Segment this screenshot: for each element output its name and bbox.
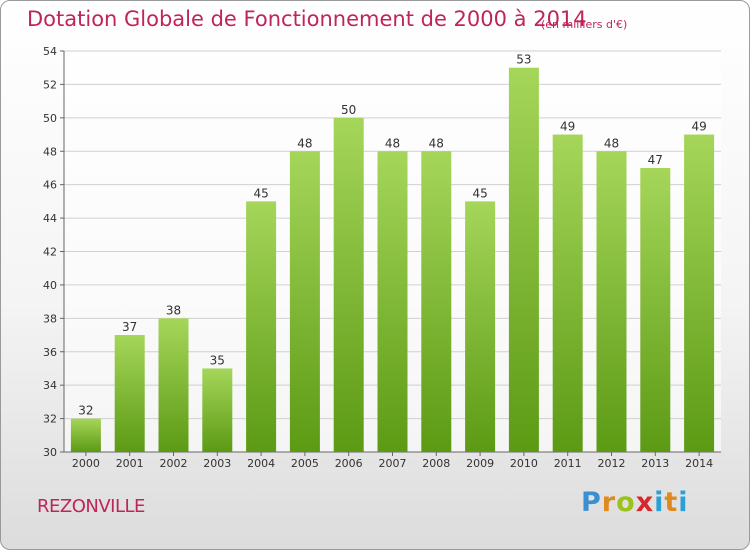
bar xyxy=(70,418,101,452)
y-tick-label: 54 xyxy=(43,45,57,58)
bar-value-label: 35 xyxy=(210,353,225,367)
y-tick-label: 40 xyxy=(43,279,57,292)
y-tick-label: 34 xyxy=(43,379,57,392)
bar-value-label: 50 xyxy=(341,103,356,117)
x-tick-label: 2001 xyxy=(116,457,144,470)
x-tick-label: 2011 xyxy=(554,457,582,470)
bar xyxy=(596,151,627,452)
bar xyxy=(552,134,583,452)
y-tick-label: 46 xyxy=(43,179,57,192)
chart-title: Dotation Globale de Fonctionnement de 20… xyxy=(27,7,587,31)
bar-value-label: 32 xyxy=(78,404,93,418)
y-tick-label: 42 xyxy=(43,246,57,259)
x-tick-label: 2003 xyxy=(203,457,231,470)
bar-value-label: 47 xyxy=(648,153,663,167)
bar xyxy=(465,201,496,452)
bar-value-label: 48 xyxy=(297,136,312,150)
bar-value-label: 38 xyxy=(166,303,181,317)
x-tick-label: 2013 xyxy=(641,457,669,470)
bar-value-label: 45 xyxy=(472,186,487,200)
x-tick-label: 2008 xyxy=(422,457,450,470)
x-tick-label: 2005 xyxy=(291,457,319,470)
bar xyxy=(289,151,320,452)
x-tick-label: 2007 xyxy=(379,457,407,470)
bar-value-label: 37 xyxy=(122,320,137,334)
x-tick-label: 2014 xyxy=(685,457,713,470)
x-tick-label: 2006 xyxy=(335,457,363,470)
y-tick-label: 36 xyxy=(43,346,57,359)
x-tick-label: 2004 xyxy=(247,457,275,470)
bar xyxy=(333,117,364,452)
bar xyxy=(114,335,145,452)
bar-value-label: 49 xyxy=(691,120,706,134)
bar-value-label: 45 xyxy=(253,186,268,200)
bar-value-label: 48 xyxy=(604,136,619,150)
bar xyxy=(377,151,408,452)
x-tick-label: 2000 xyxy=(72,457,100,470)
bar xyxy=(640,167,671,453)
commune-name: REZONVILLE xyxy=(37,496,145,517)
y-tick-label: 50 xyxy=(43,112,57,125)
y-tick-label: 52 xyxy=(43,78,57,91)
bar-value-label: 48 xyxy=(429,136,444,150)
bar-value-label: 53 xyxy=(516,53,531,67)
proxiti-logo: Proxiti xyxy=(581,487,689,518)
y-tick-label: 44 xyxy=(43,212,57,225)
unit-note: (en milliers d'€) xyxy=(541,18,628,31)
bar xyxy=(158,318,189,452)
bar xyxy=(684,134,715,452)
y-tick-label: 32 xyxy=(43,413,57,426)
bar xyxy=(508,67,539,452)
bar xyxy=(202,368,233,452)
y-tick-label: 48 xyxy=(43,145,57,158)
x-tick-label: 2002 xyxy=(160,457,188,470)
bar-value-label: 48 xyxy=(385,136,400,150)
x-tick-label: 2010 xyxy=(510,457,538,470)
bar xyxy=(246,201,277,452)
x-tick-label: 2009 xyxy=(466,457,494,470)
bar xyxy=(421,151,452,452)
x-tick-label: 2012 xyxy=(598,457,626,470)
y-tick-label: 30 xyxy=(43,446,57,459)
y-tick-label: 38 xyxy=(43,312,57,325)
bar-value-label: 49 xyxy=(560,120,575,134)
